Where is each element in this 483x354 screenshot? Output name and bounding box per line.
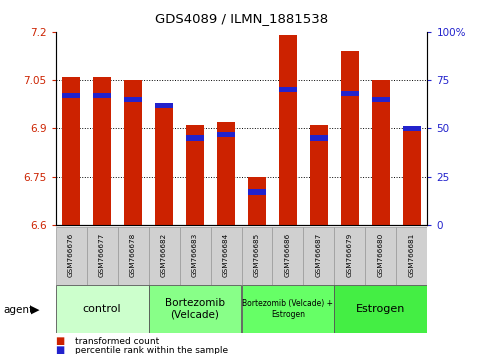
Text: Estrogen: Estrogen	[356, 304, 406, 314]
Bar	[149, 285, 242, 333]
Bar	[211, 227, 242, 285]
Bar	[86, 227, 117, 285]
Text: Bortezomib
(Velcade): Bortezomib (Velcade)	[165, 298, 225, 320]
Bar	[93, 77, 112, 225]
Bar	[217, 122, 235, 225]
Bar	[341, 51, 359, 225]
Text: GSM766679: GSM766679	[347, 233, 353, 277]
Text: GSM766678: GSM766678	[130, 233, 136, 277]
Bar	[155, 103, 173, 108]
Text: GSM766685: GSM766685	[254, 233, 260, 277]
Text: ■: ■	[56, 346, 65, 354]
Bar	[242, 285, 334, 333]
Bar	[180, 227, 211, 285]
Bar	[62, 93, 80, 98]
Bar	[56, 285, 149, 333]
Text: percentile rank within the sample: percentile rank within the sample	[75, 346, 228, 354]
Bar	[93, 93, 112, 98]
Text: ■: ■	[56, 336, 65, 346]
Bar	[334, 285, 427, 333]
Bar	[279, 35, 297, 225]
Bar	[124, 80, 142, 225]
Bar	[403, 128, 421, 225]
Text: GSM766687: GSM766687	[316, 233, 322, 277]
Bar	[341, 91, 359, 96]
Bar	[372, 97, 390, 102]
Bar	[334, 227, 366, 285]
Bar	[155, 103, 173, 225]
Text: GDS4089 / ILMN_1881538: GDS4089 / ILMN_1881538	[155, 12, 328, 25]
Bar	[186, 125, 204, 225]
Bar	[248, 177, 266, 225]
Text: GSM766681: GSM766681	[409, 233, 415, 277]
Text: GSM766676: GSM766676	[68, 233, 74, 277]
Text: control: control	[83, 304, 121, 314]
Bar	[242, 227, 272, 285]
Bar	[186, 135, 204, 141]
Bar	[366, 227, 397, 285]
Text: Bortezomib (Velcade) +
Estrogen: Bortezomib (Velcade) + Estrogen	[242, 299, 333, 319]
Text: GSM766686: GSM766686	[285, 233, 291, 277]
Bar	[124, 97, 142, 102]
Bar	[310, 135, 328, 141]
Bar	[303, 227, 334, 285]
Text: ▶: ▶	[31, 305, 40, 315]
Bar	[56, 227, 86, 285]
Bar	[272, 227, 303, 285]
Bar	[310, 125, 328, 225]
Bar	[279, 87, 297, 92]
Bar	[217, 132, 235, 137]
Text: GSM766684: GSM766684	[223, 233, 229, 277]
Bar	[117, 227, 149, 285]
Bar	[248, 189, 266, 195]
Bar	[149, 227, 180, 285]
Bar	[397, 227, 427, 285]
Text: GSM766682: GSM766682	[161, 233, 167, 277]
Text: agent: agent	[4, 305, 34, 315]
Bar	[403, 126, 421, 131]
Text: GSM766683: GSM766683	[192, 233, 198, 277]
Text: GSM766677: GSM766677	[99, 233, 105, 277]
Bar	[372, 80, 390, 225]
Text: transformed count: transformed count	[75, 337, 159, 346]
Text: GSM766680: GSM766680	[378, 233, 384, 277]
Bar	[62, 77, 80, 225]
